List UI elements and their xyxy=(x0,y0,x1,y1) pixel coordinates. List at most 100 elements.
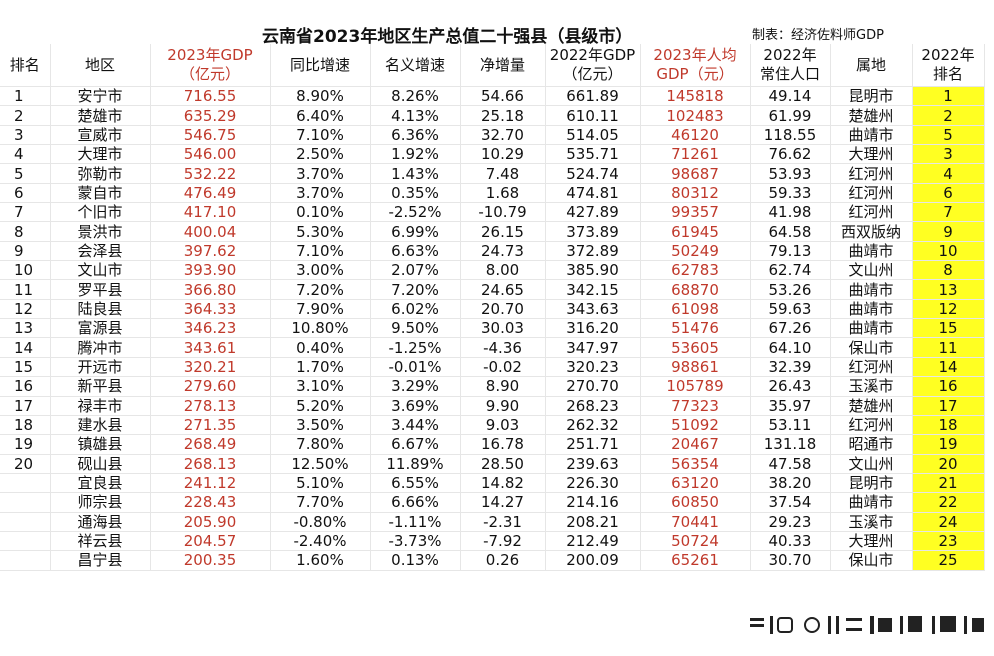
rank2022-cell: 20 xyxy=(912,454,985,474)
region-cell: 禄丰市 xyxy=(50,396,151,416)
region-cell: 蒙自市 xyxy=(50,183,151,204)
nominal-cell: 0.35% xyxy=(370,183,461,204)
net-increase-cell: -2.31 xyxy=(460,512,546,532)
population-cell: 37.54 xyxy=(750,492,831,513)
yoy-cell: 7.10% xyxy=(270,241,371,262)
gdp2023-cell: 343.61 xyxy=(150,337,271,358)
rank-cell: 18 xyxy=(0,415,51,436)
nominal-cell: 0.13% xyxy=(370,550,461,571)
net-increase-cell: 26.15 xyxy=(460,221,546,242)
gdp2023-cell: 205.90 xyxy=(150,512,271,532)
gdp2023-cell: 546.75 xyxy=(150,125,271,146)
table-row: 12 陆良县 364.33 7.90% 6.02% 20.70 343.63 61098 59.… xyxy=(0,299,985,320)
table-row: 14 腾冲市 343.61 0.40% -1.25% -4.36 347.97 53605 64… xyxy=(0,337,985,358)
yoy-cell: 5.10% xyxy=(270,473,371,494)
gdp2023-cell: 271.35 xyxy=(150,415,271,436)
per-capita-cell: 63120 xyxy=(640,473,751,494)
region-cell: 个旧市 xyxy=(50,202,151,223)
rank-cell: 17 xyxy=(0,396,51,416)
population-cell: 67.26 xyxy=(750,318,831,339)
region-cell: 会泽县 xyxy=(50,241,151,262)
yoy-cell: 7.10% xyxy=(270,125,371,146)
table-row: 7 个旧市 417.10 0.10% -2.52% -10.79 427.89 99357 41… xyxy=(0,202,985,223)
net-increase-cell: 7.48 xyxy=(460,163,546,184)
table-row: 18 建水县 271.35 3.50% 3.44% 9.03 262.32 51092 53.1… xyxy=(0,415,985,436)
prefecture-cell: 大理州 xyxy=(830,531,913,552)
yoy-cell: 3.50% xyxy=(270,415,371,436)
nominal-cell: 3.69% xyxy=(370,396,461,416)
table-row: 通海县 205.90 -0.80% -1.11% -2.31 208.21 70441 29.… xyxy=(0,512,985,532)
net-increase-cell: 1.68 xyxy=(460,183,546,204)
prefecture-cell: 文山州 xyxy=(830,260,913,281)
gdp2022-cell: 524.74 xyxy=(545,163,641,184)
table-row: 15 开远市 320.21 1.70% -0.01% -0.02 320.23 98861 32… xyxy=(0,357,985,378)
population-cell: 38.20 xyxy=(750,473,831,494)
region-cell: 富源县 xyxy=(50,318,151,339)
prefecture-cell: 楚雄州 xyxy=(830,105,913,126)
nominal-cell: -1.25% xyxy=(370,337,461,358)
prefecture-cell: 西双版纳 xyxy=(830,221,913,242)
yoy-cell: 1.60% xyxy=(270,550,371,571)
rank-cell: 9 xyxy=(0,241,51,262)
rank2022-cell: 2 xyxy=(912,105,985,126)
nominal-cell: -1.11% xyxy=(370,512,461,532)
table-row: 2 楚雄市 635.29 6.40% 4.13% 25.18 610.11 102483 61.… xyxy=(0,105,985,126)
gdp2023-cell: 716.55 xyxy=(150,86,271,107)
yoy-cell: 1.70% xyxy=(270,357,371,378)
per-capita-cell: 46120 xyxy=(640,125,751,146)
yoy-cell: 3.10% xyxy=(270,376,371,397)
nominal-cell: 6.63% xyxy=(370,241,461,262)
prefecture-cell: 玉溪市 xyxy=(830,376,913,397)
gdp2022-cell: 251.71 xyxy=(545,434,641,455)
gdp2022-cell: 270.70 xyxy=(545,376,641,397)
rank-cell xyxy=(0,473,51,494)
gdp2023-cell: 366.80 xyxy=(150,279,271,300)
region-cell: 楚雄市 xyxy=(50,105,151,126)
prefecture-cell: 红河州 xyxy=(830,357,913,378)
nominal-cell: -0.01% xyxy=(370,357,461,378)
yoy-cell: 6.40% xyxy=(270,105,371,126)
rank2022-cell: 23 xyxy=(912,531,985,552)
nominal-cell: 8.26% xyxy=(370,86,461,107)
rank-cell: 8 xyxy=(0,221,51,242)
yoy-cell: 0.10% xyxy=(270,202,371,223)
yoy-cell: 7.90% xyxy=(270,299,371,320)
gdp2023-cell: 635.29 xyxy=(150,105,271,126)
region-cell: 弥勒市 xyxy=(50,163,151,184)
rank-cell: 19 xyxy=(0,434,51,455)
gdp2022-cell: 343.63 xyxy=(545,299,641,320)
gdp2022-cell: 385.90 xyxy=(545,260,641,281)
rank-cell: 4 xyxy=(0,144,51,165)
header-net: 净增量 xyxy=(460,44,546,87)
prefecture-cell: 红河州 xyxy=(830,163,913,184)
gdp2022-cell: 535.71 xyxy=(545,144,641,165)
population-cell: 49.14 xyxy=(750,86,831,107)
gdp2022-cell: 661.89 xyxy=(545,86,641,107)
gdp2023-cell: 268.13 xyxy=(150,454,271,474)
gdp-table: 排名 地区 2023年GDP （亿元） 同比增速 名义增速 净增量 2022年GD… xyxy=(0,44,985,571)
prefecture-cell: 保山市 xyxy=(830,550,913,571)
header-gdp2022: 2022年GDP （亿元） xyxy=(545,44,641,87)
population-cell: 76.62 xyxy=(750,144,831,165)
gdp2023-cell: 204.57 xyxy=(150,531,271,552)
per-capita-cell: 20467 xyxy=(640,434,751,455)
per-capita-cell: 56354 xyxy=(640,454,751,474)
rank2022-cell: 16 xyxy=(912,376,985,397)
net-increase-cell: 28.50 xyxy=(460,454,546,474)
rank2022-cell: 14 xyxy=(912,357,985,378)
gdp2022-cell: 474.81 xyxy=(545,183,641,204)
net-increase-cell: 24.73 xyxy=(460,241,546,262)
rank-cell: 2 xyxy=(0,105,51,126)
table-row: 8 景洪市 400.04 5.30% 6.99% 26.15 373.89 61945 64.5… xyxy=(0,221,985,242)
prefecture-cell: 曲靖市 xyxy=(830,125,913,146)
per-capita-cell: 50249 xyxy=(640,241,751,262)
rank2022-cell: 8 xyxy=(912,260,985,281)
header-pop: 2022年 常住人口 xyxy=(750,44,831,87)
rank-cell: 11 xyxy=(0,279,51,300)
nominal-cell: 6.02% xyxy=(370,299,461,320)
population-cell: 64.10 xyxy=(750,337,831,358)
gdp2022-cell: 239.63 xyxy=(545,454,641,474)
table-row: 13 富源县 346.23 10.80% 9.50% 30.03 316.20 51476 67… xyxy=(0,318,985,339)
population-cell: 47.58 xyxy=(750,454,831,474)
per-capita-cell: 102483 xyxy=(640,105,751,126)
